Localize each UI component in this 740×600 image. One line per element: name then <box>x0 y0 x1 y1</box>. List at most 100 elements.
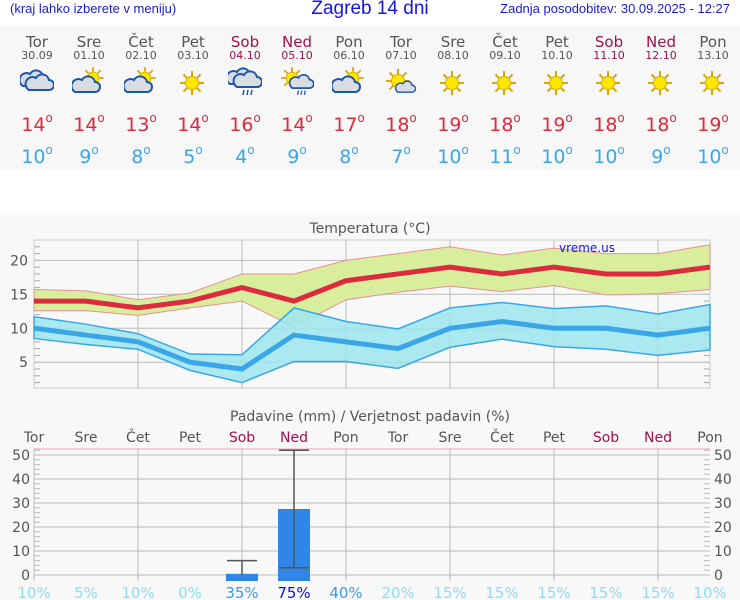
sun-part <box>700 71 724 95</box>
max-temp: 18o <box>645 111 677 136</box>
min-temp: 10o <box>697 143 729 168</box>
partly-cloudy-icon <box>63 62 115 106</box>
precip-probability: 75% <box>277 584 310 600</box>
y-tick-label-right: 20 <box>714 520 732 536</box>
day-column: Sob 04.10 16o 4o <box>219 25 271 170</box>
y-tick-label-left: 0 <box>21 568 30 584</box>
day-name: Pet <box>545 33 569 51</box>
min-temp-value: 8 <box>339 146 352 168</box>
day-column: Pon 06.10 17o 8o <box>323 25 375 170</box>
x-day-label: Sob <box>593 430 619 446</box>
day-date: 02.10 <box>125 49 157 62</box>
max-temp-value: 14 <box>177 114 202 136</box>
y-tick-label-right: 40 <box>714 472 732 488</box>
day-name: Čet <box>492 33 518 51</box>
max-temp: 19o <box>437 111 469 136</box>
x-day-label: Tor <box>23 430 45 446</box>
mostly-sunny-icon <box>375 62 427 106</box>
y-tick-label: 15 <box>10 287 28 303</box>
day-column: Čet 02.10 13o 8o <box>115 25 167 170</box>
sun-part <box>440 71 464 95</box>
max-temp-value: 18 <box>385 114 410 136</box>
min-temp-value: 7 <box>391 146 404 168</box>
range-band <box>33 244 711 328</box>
location-hint: (kraj lahko izberete v meniju) <box>10 1 177 16</box>
min-temp-value: 10 <box>697 146 722 168</box>
max-temp-value: 18 <box>645 114 670 136</box>
min-temp: 10o <box>593 143 625 168</box>
max-temp-value: 14 <box>281 114 306 136</box>
min-temp-value: 9 <box>79 146 92 168</box>
min-temp-value: 10 <box>541 146 566 168</box>
x-day-label: Pon <box>333 430 358 446</box>
charts: Temperatura (°C) 5 10 15 20 vreme.us Padavine … <box>10 221 732 600</box>
max-temp-value: 19 <box>697 114 722 136</box>
max-temp: 14o <box>21 111 53 136</box>
day-date: 05.10 <box>281 49 313 62</box>
day-column: Sob 11.10 18o 10o <box>583 25 635 170</box>
x-day-label: Ned <box>280 430 308 446</box>
header: Zagreb 14 dni (kraj lahko izberete v men… <box>0 0 740 24</box>
y-tick-label-left: 30 <box>12 496 30 512</box>
sunny-icon <box>167 62 219 106</box>
day-column: Pet 03.10 14o 5o <box>167 25 219 170</box>
day-date: 30.09 <box>21 49 53 62</box>
temp-line <box>33 318 711 372</box>
day-date: 10.10 <box>541 49 573 62</box>
min-temp: 7o <box>391 143 411 168</box>
y-tick-label: 10 <box>10 321 28 337</box>
max-temp-value: 19 <box>541 114 566 136</box>
min-temp: 9o <box>651 143 671 168</box>
min-temp-value: 10 <box>21 146 46 168</box>
day-column: Pon 13.10 19o 10o <box>687 25 739 170</box>
min-temp-value: 11 <box>489 146 514 168</box>
max-temp: 16o <box>229 111 261 136</box>
day-date: 09.10 <box>489 49 521 62</box>
min-temp-value: 5 <box>183 146 196 168</box>
precip-probability: 10% <box>693 584 726 600</box>
precip-chart-title: Padavine (mm) / Verjetnost padavin (%) <box>230 409 510 425</box>
y-tick-label-left: 50 <box>12 448 30 464</box>
watermark: vreme.us <box>559 241 615 255</box>
day-date: 01.10 <box>73 49 105 62</box>
sun-part <box>180 71 204 95</box>
max-temp: 14o <box>177 111 209 136</box>
precip-bar <box>226 573 258 581</box>
temp-line <box>34 264 711 311</box>
max-temp: 14o <box>73 111 105 136</box>
day-column: Sre 08.10 19o 10o <box>427 25 479 170</box>
max-temp: 18o <box>593 111 625 136</box>
min-temp: 4o <box>235 143 255 168</box>
max-temp: 18o <box>385 111 417 136</box>
max-temp-value: 16 <box>229 114 254 136</box>
day-name: Sre <box>76 33 102 51</box>
y-tick-label-left: 10 <box>12 544 30 560</box>
day-name: Ned <box>646 33 676 51</box>
day-name: Pon <box>335 33 363 51</box>
day-date: 08.10 <box>437 49 469 62</box>
y-tick-label-left: 20 <box>12 520 30 536</box>
min-temp: 9o <box>287 143 307 168</box>
cloudy-icon <box>11 62 63 106</box>
max-temp: 18o <box>489 111 521 136</box>
precip-probability: 15% <box>537 584 570 600</box>
day-column: Ned 12.10 18o 9o <box>635 25 687 170</box>
min-temp: 8o <box>339 143 359 168</box>
y-tick-label-right: 50 <box>714 448 732 464</box>
day-date: 13.10 <box>697 49 729 62</box>
day-name: Pon <box>699 33 727 51</box>
min-temp-value: 9 <box>287 146 300 168</box>
day-name: Čet <box>128 33 154 51</box>
min-temp: 10o <box>21 143 53 168</box>
min-temp: 10o <box>437 143 469 168</box>
day-date: 03.10 <box>177 49 209 62</box>
page-title: Zagreb 14 dni <box>311 0 429 19</box>
precip-probability: 15% <box>641 584 674 600</box>
day-column: Ned 05.10 14o 9o <box>271 25 323 170</box>
min-temp-value: 8 <box>131 146 144 168</box>
x-day-label: Sre <box>75 430 98 446</box>
max-temp-value: 14 <box>21 114 46 136</box>
rain-icon <box>219 62 271 106</box>
day-date: 11.10 <box>593 49 625 62</box>
precip-probability: 40% <box>329 584 362 600</box>
